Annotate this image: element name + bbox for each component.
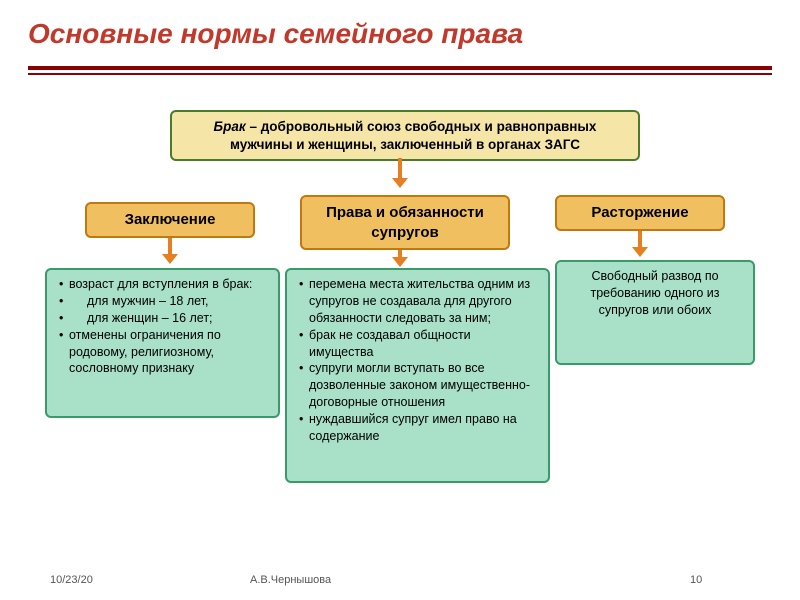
content-rights: перемена места жительства одним из супру… [285, 268, 550, 483]
definition-text: – добровольный союз свободных и равнопра… [230, 119, 597, 152]
list-item: отменены ограничения по родовому, религи… [57, 327, 268, 378]
list-item: перемена места жительства одним из супру… [297, 276, 538, 327]
divider-thin [28, 73, 772, 75]
content-conclusion: возраст для вступления в брак:для мужчин… [45, 268, 280, 418]
conclusion-list: возраст для вступления в брак:для мужчин… [57, 276, 268, 377]
arrow-down-icon [162, 234, 178, 264]
footer: 10/23/20 А.В.Чернышова 10 [50, 574, 750, 586]
divider [28, 66, 772, 75]
content-dissolution: Свободный развод по требованию одного из… [555, 260, 755, 365]
list-item: брак не создавал общности имущества [297, 327, 538, 361]
footer-author: А.В.Чернышова [250, 574, 690, 586]
slide-title: Основные нормы семейного права [0, 0, 800, 56]
dissolution-text: Свободный развод по требованию одного из… [590, 269, 719, 317]
list-item: для женщин – 16 лет; [57, 310, 268, 327]
footer-date: 10/23/20 [50, 574, 250, 586]
arrow-down-icon [632, 227, 648, 257]
footer-page: 10 [690, 574, 750, 586]
list-item: для мужчин – 18 лет, [57, 293, 268, 310]
header-dissolution: Расторжение [555, 195, 725, 231]
definition-box: Брак – добровольный союз свободных и рав… [170, 110, 640, 161]
header-conclusion: Заключение [85, 202, 255, 238]
rights-list: перемена места жительства одним из супру… [297, 276, 538, 445]
definition-term: Брак [214, 119, 246, 134]
list-item: возраст для вступления в брак: [57, 276, 268, 293]
header-rights: Права и обязанности супругов [300, 195, 510, 250]
list-item: нуждавшийся супруг имел право на содержа… [297, 411, 538, 445]
divider-thick [28, 66, 772, 70]
list-item: супруги могли вступать во все дозволенны… [297, 360, 538, 411]
arrow-down-icon [392, 158, 408, 188]
